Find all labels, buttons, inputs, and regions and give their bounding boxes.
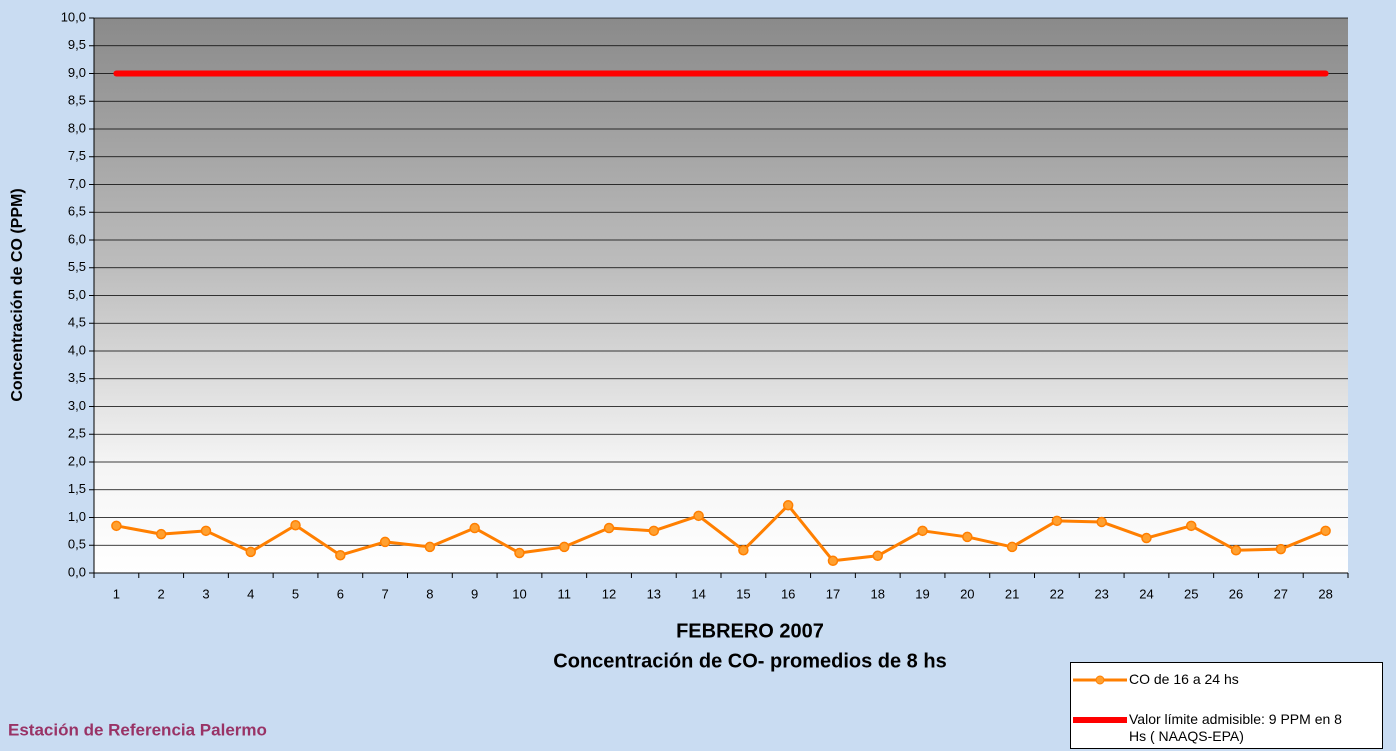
legend-swatch	[1073, 717, 1127, 723]
y-tick-label: 1,5	[68, 481, 86, 496]
x-tick-label: 26	[1229, 586, 1243, 601]
point	[827, 555, 839, 567]
point	[379, 536, 391, 548]
x-tick-label: 12	[602, 586, 616, 601]
y-tick-label: 5,5	[68, 259, 86, 274]
x-tick-label: 23	[1094, 586, 1108, 601]
point	[872, 550, 883, 562]
x-tick-label: 10	[512, 586, 526, 601]
legend-swatch	[1073, 675, 1127, 685]
y-tick-label: 9,0	[68, 65, 86, 80]
point	[1320, 525, 1331, 537]
legend-item: Valor límite admisible: 9 PPM en 8 Hs ( …	[1071, 711, 1359, 745]
point	[782, 500, 794, 511]
y-tick-label: 7,5	[68, 148, 86, 163]
point	[335, 549, 346, 561]
y-tick-label: 6,5	[68, 204, 86, 219]
x-tick-label: 19	[915, 586, 929, 601]
x-tick-label: 27	[1274, 586, 1288, 601]
point	[111, 520, 122, 532]
point	[962, 531, 973, 543]
x-tick-label: 3	[202, 586, 209, 601]
annotation: Estación de Referencia Palermo	[8, 720, 267, 739]
point	[1230, 544, 1242, 556]
point	[514, 547, 525, 559]
point	[559, 541, 570, 553]
point	[155, 528, 167, 540]
x-tick-label: 15	[736, 586, 750, 601]
point	[1006, 541, 1018, 553]
legend: CO de 16 a 24 hs Valor límite admisible:…	[1070, 662, 1383, 749]
x-tick-label: 21	[1005, 586, 1019, 601]
y-tick-label: 0,0	[68, 564, 86, 579]
legend-item: CO de 16 a 24 hs	[1071, 671, 1359, 689]
legend-label: Valor límite admisible: 9 PPM en 8 Hs ( …	[1129, 711, 1342, 744]
x-tick-label: 2	[158, 586, 165, 601]
point	[1275, 543, 1287, 555]
point	[1051, 515, 1063, 527]
series-line	[114, 503, 1328, 563]
x-tick-label: 8	[426, 586, 433, 601]
y-tick-label: 6,0	[68, 231, 86, 246]
y-tick-label: 7,0	[68, 176, 86, 191]
x-tick-label: 7	[381, 586, 388, 601]
y-tick-label: 5,0	[68, 287, 86, 302]
y-tick-label: 0,5	[68, 537, 86, 552]
x-tick-label: 5	[292, 586, 299, 601]
y-tick-label: 3,0	[68, 398, 86, 413]
y-tick-label: 8,5	[68, 93, 86, 108]
chart-subtitle: Concentración de CO- promedios de 8 hs	[553, 650, 946, 672]
point	[424, 541, 436, 553]
x-tick-label: 16	[781, 586, 795, 601]
y-tick-label: 1,0	[68, 509, 86, 524]
x-tick-label: 4	[247, 586, 254, 601]
point	[290, 520, 301, 531]
y-tick-label: 8,0	[68, 120, 86, 135]
point	[1096, 516, 1107, 528]
point	[245, 546, 256, 558]
x-tick-label: 1	[113, 586, 120, 601]
x-tick-label: 17	[826, 586, 840, 601]
point	[648, 525, 660, 537]
x-tick-label: 22	[1050, 586, 1064, 601]
x-tick-label: 28	[1318, 586, 1332, 601]
y-tick-label: 3,5	[68, 370, 86, 385]
point	[1141, 532, 1152, 544]
y-tick-label: 9,5	[68, 37, 86, 52]
point	[1186, 520, 1197, 532]
point	[200, 525, 212, 537]
point	[469, 522, 480, 534]
y-tick-label: 2,0	[68, 453, 86, 468]
y-tick-label: 2,5	[68, 426, 86, 441]
y-axis-label: Concentración de CO (PPM)	[9, 188, 26, 401]
x-tick-label: 11	[558, 586, 572, 601]
chart-title: FEBRERO 2007	[676, 620, 824, 642]
x-tick-label: 13	[647, 586, 661, 601]
point	[917, 525, 928, 537]
x-tick-label: 14	[691, 586, 705, 601]
x-tick-label: 9	[471, 586, 478, 601]
y-tick-label: 10,0	[61, 9, 86, 24]
x-tick-label: 6	[337, 586, 344, 601]
point	[603, 522, 615, 534]
x-tick-label: 18	[871, 586, 885, 601]
x-tick-label: 25	[1184, 586, 1198, 601]
point	[693, 510, 704, 522]
x-tick-label: 20	[960, 586, 974, 601]
y-tick-label: 4,5	[68, 315, 86, 330]
legend-label: CO de 16 a 24 hs	[1129, 671, 1239, 687]
y-tick-label: 4,0	[68, 342, 86, 357]
point	[738, 544, 749, 556]
x-tick-label: 24	[1139, 586, 1153, 601]
